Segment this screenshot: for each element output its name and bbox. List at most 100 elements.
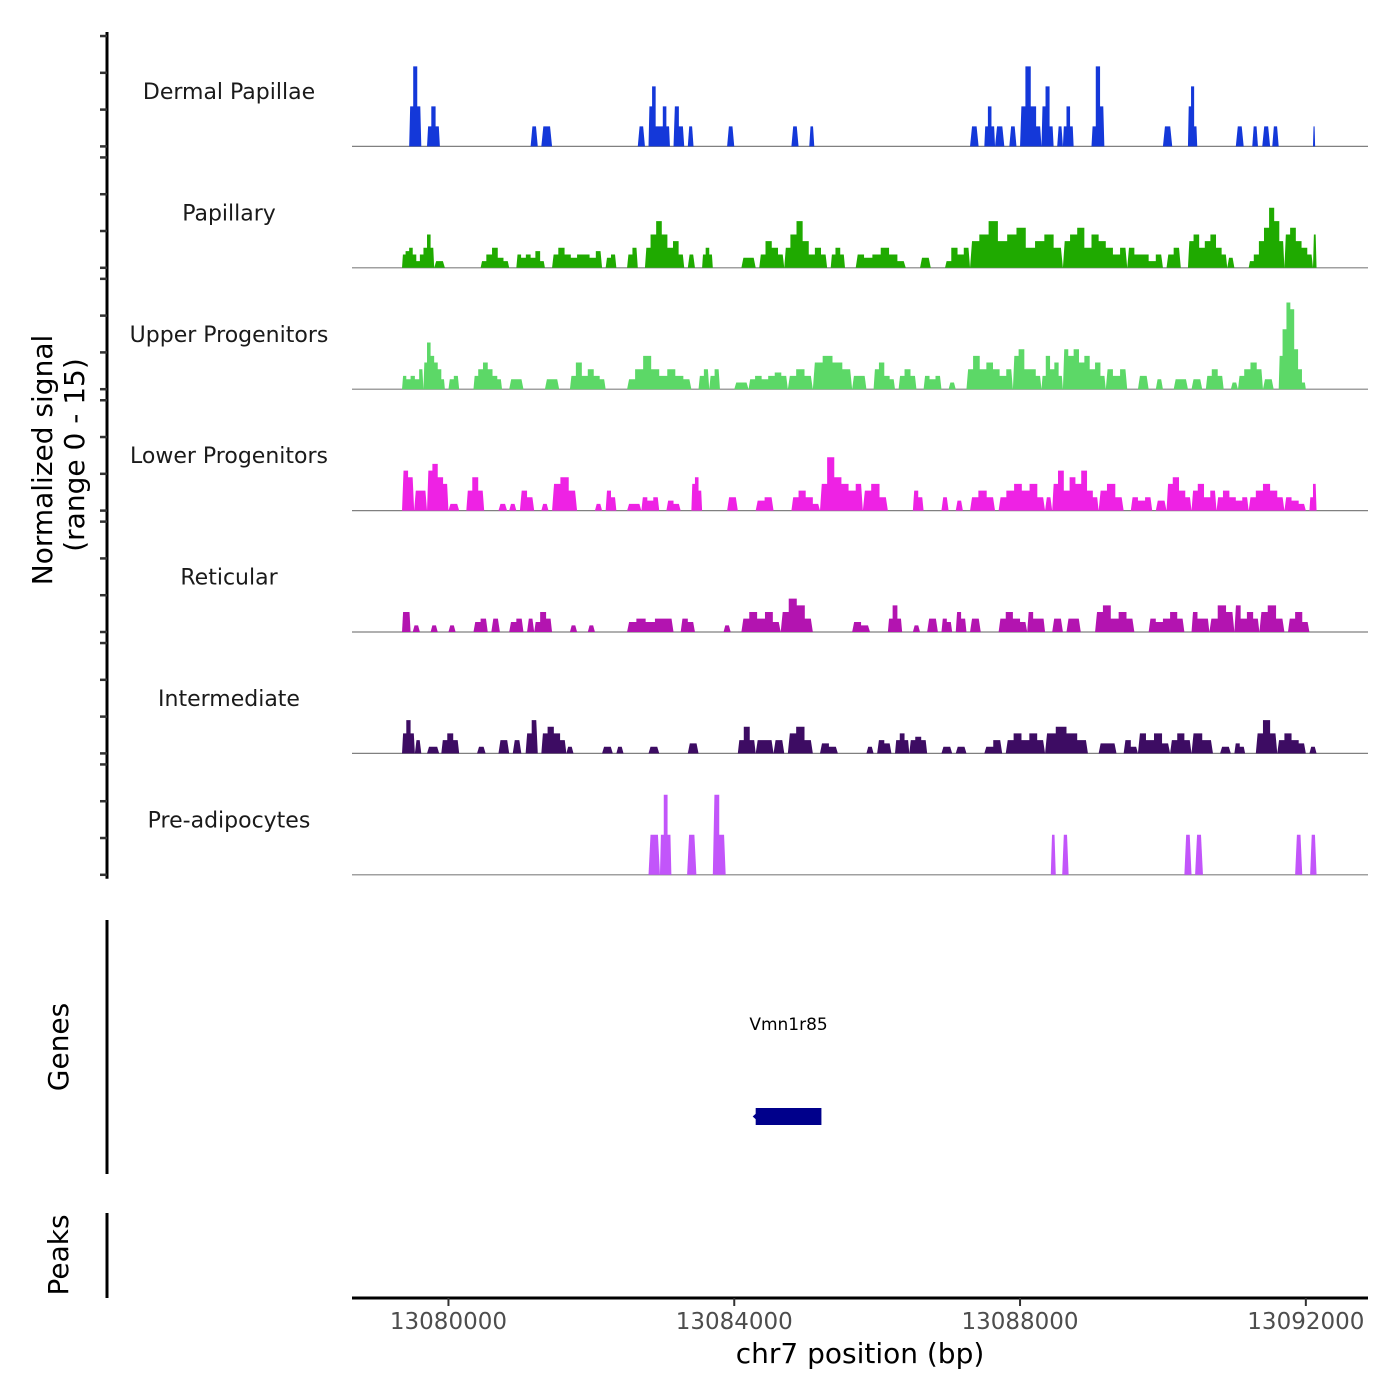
signal-peak (1098, 743, 1117, 754)
signal-peak (480, 247, 510, 268)
signal-peak (1187, 234, 1228, 268)
signal-peak (1148, 612, 1185, 632)
signal-peak (1050, 834, 1056, 875)
signal-peak (748, 372, 788, 390)
signal-peak (509, 379, 524, 390)
signal-peak (402, 234, 435, 268)
gene-body (755, 1108, 822, 1125)
signal-peak (830, 247, 845, 268)
signal-peak (1184, 834, 1192, 875)
signal-peak (1105, 369, 1128, 390)
signal-peak (1173, 379, 1188, 390)
signal-peak (530, 126, 538, 147)
signal-peak (1309, 483, 1317, 511)
signal-peak (1041, 355, 1063, 390)
signal-peak (1187, 86, 1198, 147)
signal-peak (887, 605, 903, 632)
signal-peak (1278, 302, 1306, 390)
signal-peak (627, 503, 642, 511)
signal-peak (541, 503, 549, 511)
signal-peak (1255, 720, 1278, 754)
y-axis-title-line2: (range 0 - 15) (58, 358, 91, 552)
signal-peak (602, 746, 613, 754)
signal-peak (544, 379, 560, 390)
signal-peak (1062, 227, 1128, 268)
signal-peak (644, 221, 685, 268)
track-label: Pre-adipocytes (148, 808, 311, 833)
signal-peak (698, 369, 710, 390)
signal-peak (1005, 733, 1046, 754)
signal-peak (566, 746, 574, 754)
signal-peak (955, 746, 967, 754)
signal-peak (787, 726, 813, 754)
signal-peak (855, 247, 906, 268)
signal-peak (1166, 477, 1192, 511)
signal-peak (941, 746, 953, 754)
signal-peak (1162, 126, 1173, 147)
signal-peak (687, 743, 699, 754)
signal-peak (773, 740, 785, 754)
signal-peak (687, 254, 695, 268)
signal-peak (1137, 375, 1149, 390)
signal-peak (1127, 247, 1163, 268)
signal-peak (641, 497, 660, 511)
signal-peak (1262, 379, 1274, 390)
signal-peak (984, 740, 1003, 754)
signal-peak (498, 503, 508, 511)
signal-peak (727, 497, 738, 511)
signal-peak (970, 126, 979, 147)
signal-peak (1191, 483, 1217, 511)
track-papillary: Papillary (182, 201, 1368, 269)
y-axis-title-line1: Normalized signal (26, 335, 59, 586)
signal-peak (862, 483, 888, 511)
signal-peak (427, 106, 440, 147)
signal-peak (627, 247, 638, 268)
genes-track: Vmn1r85 (749, 1015, 828, 1125)
x-tick-label: 13092000 (1247, 1309, 1364, 1335)
signal-peak (1284, 497, 1306, 511)
signal-peak (727, 126, 735, 147)
signal-peak (1262, 126, 1271, 147)
signal-peak (702, 247, 713, 268)
track-label: Reticular (180, 566, 278, 591)
signal-peak (809, 126, 815, 147)
signal-peak (895, 733, 910, 754)
signal-peak (491, 618, 500, 632)
signal-peak (955, 612, 967, 632)
signal-peak (791, 490, 820, 511)
signal-peak (873, 362, 896, 390)
signal-peak (819, 457, 863, 511)
signal-peak (1277, 733, 1306, 754)
signal-peak (1248, 483, 1285, 511)
signal-peak (680, 618, 695, 632)
signal-peak (1248, 207, 1285, 268)
signal-peak (627, 355, 692, 390)
signal-peak (1230, 382, 1238, 390)
signal-peak (898, 369, 917, 390)
signal-peak (737, 726, 756, 754)
signal-peak (402, 720, 415, 754)
signal-peak (498, 740, 510, 754)
signal-peak (709, 369, 720, 390)
signal-peak (448, 375, 460, 390)
signal-peak (759, 241, 785, 268)
signal-peak (1216, 490, 1249, 511)
signal-peak (648, 834, 660, 875)
signal-peak (1272, 126, 1279, 147)
signal-peak (509, 503, 517, 511)
signal-peak (616, 746, 624, 754)
signal-peak (448, 503, 460, 511)
signal-peak (516, 251, 545, 268)
signal-peak (434, 261, 445, 268)
track-label: Intermediate (158, 687, 300, 712)
signal-peak (912, 490, 924, 511)
signal-peak (541, 726, 567, 754)
signal-peak (712, 794, 726, 875)
signal-peak (1066, 618, 1081, 632)
signal-peak (1052, 470, 1099, 511)
track-dermal-papillae: Dermal Papillae (143, 66, 1368, 147)
signal-peak (955, 500, 963, 511)
signal-peak (970, 490, 996, 511)
signal-peak (791, 126, 799, 147)
